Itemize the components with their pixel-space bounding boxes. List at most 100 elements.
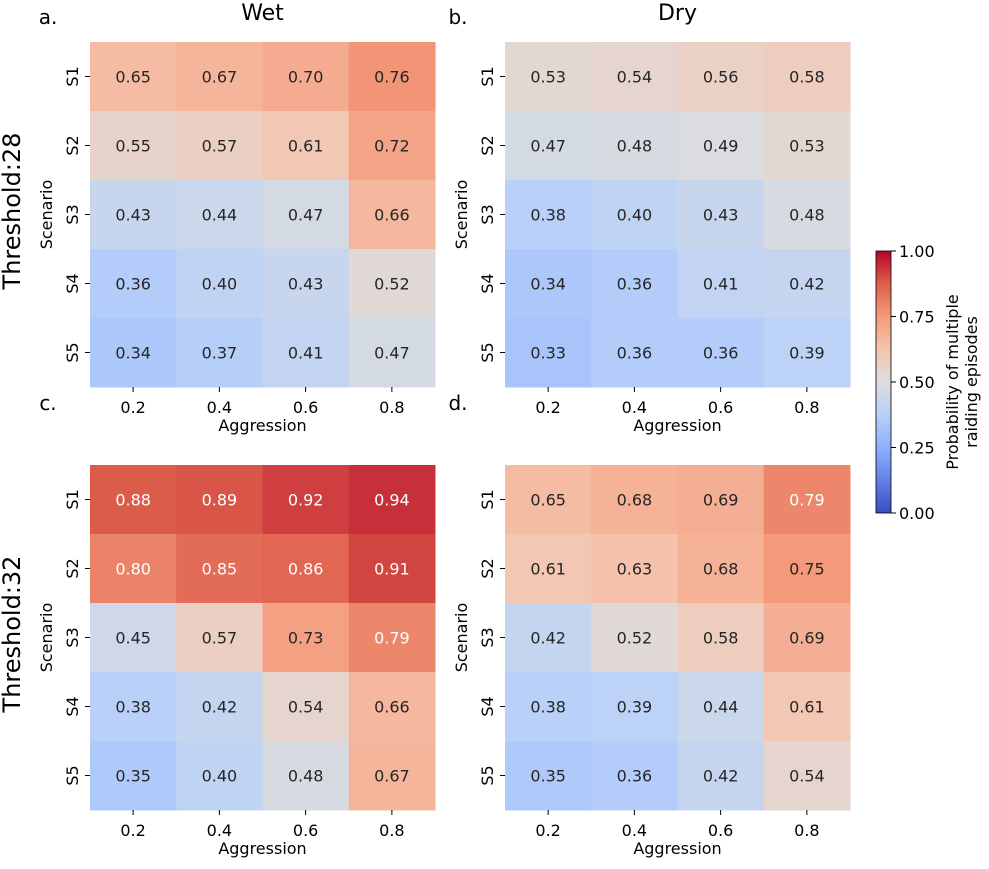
heatmap-cell: [90, 465, 177, 535]
y-axis-label: Scenario: [37, 180, 56, 250]
cell-value-label: 0.57: [202, 137, 238, 156]
cell-value-label: 0.43: [703, 206, 739, 225]
heatmap-cell: [763, 42, 851, 112]
cell-value-label: 0.54: [288, 698, 324, 717]
cell-value-label: 0.73: [288, 629, 324, 648]
cell-value-label: 0.42: [530, 629, 566, 648]
heatmap-cell: [505, 603, 592, 673]
cell-value-label: 0.41: [703, 275, 739, 294]
y-tick-label: S3: [478, 204, 497, 224]
cell-value-label: 0.75: [789, 560, 825, 579]
panel-label: d.: [448, 391, 467, 415]
cell-value-label: 0.41: [288, 344, 324, 363]
cell-value-label: 0.68: [617, 491, 653, 510]
heatmap-cell: [505, 111, 592, 181]
y-tick-label: S2: [478, 135, 497, 155]
heatmap-cell: [348, 318, 436, 388]
heatmap-cell: [262, 111, 350, 181]
heatmap-cell: [348, 603, 436, 673]
heatmap-cell: [262, 741, 350, 811]
x-tick-label: 0.6: [293, 821, 318, 840]
colorbar-tick-label: 1.00: [899, 242, 935, 261]
colorbar-tick-label: 0.00: [899, 504, 935, 523]
colorbar-gradient: [875, 250, 892, 514]
cell-value-label: 0.89: [202, 491, 238, 510]
heatmap-cell: [90, 741, 177, 811]
cell-value-label: 0.54: [617, 68, 653, 87]
y-tick-label: S4: [63, 696, 82, 716]
cell-value-label: 0.37: [202, 344, 238, 363]
heatmap-cell: [677, 42, 765, 112]
y-tick-label: S1: [63, 66, 82, 86]
x-tick-label: 0.8: [379, 398, 404, 417]
y-tick-label: S2: [63, 135, 82, 155]
cell-value-label: 0.92: [288, 491, 324, 510]
cell-value-label: 0.52: [374, 275, 410, 294]
heatmap-cell: [763, 318, 851, 388]
heatmap-cell: [176, 603, 263, 673]
heatmap-cell: [763, 465, 851, 535]
cell-value-label: 0.48: [288, 767, 324, 786]
cell-value-label: 0.58: [703, 629, 739, 648]
heatmap-cell: [348, 111, 436, 181]
colorbar-tick-label: 0.50: [899, 373, 935, 392]
y-tick-label: S5: [478, 342, 497, 362]
heatmap-cell: [505, 741, 592, 811]
heatmap-cell: [262, 42, 350, 112]
y-tick-label: S5: [63, 342, 82, 362]
heatmap-cell: [90, 603, 177, 673]
x-tick-label: 0.4: [622, 398, 647, 417]
y-axis-label: Scenario: [452, 603, 471, 673]
heatmap-cell: [763, 534, 851, 604]
heatmap-cell: [176, 111, 263, 181]
heatmap-cell: [348, 249, 436, 319]
cell-value-label: 0.61: [288, 137, 324, 156]
x-tick-label: 0.2: [120, 821, 145, 840]
colorbar-label-line-1: Probability of multiple: [943, 294, 962, 470]
heatmap-cell: [505, 180, 592, 250]
heatmap-cell: [176, 672, 263, 742]
heatmap-cell: [90, 318, 177, 388]
cell-value-label: 0.69: [789, 629, 825, 648]
heatmap-cell: [505, 672, 592, 742]
y-tick-label: S2: [478, 558, 497, 578]
heatmap-cell: [348, 465, 436, 535]
cell-value-label: 0.86: [288, 560, 324, 579]
heatmap-cell: [677, 249, 765, 319]
cell-value-label: 0.56: [703, 68, 739, 87]
cell-value-label: 0.36: [617, 767, 653, 786]
heatmap-cell: [176, 534, 263, 604]
cell-value-label: 0.72: [374, 137, 410, 156]
heatmap-cell: [348, 672, 436, 742]
heatmap-cell: [591, 318, 678, 388]
cell-value-label: 0.38: [530, 206, 566, 225]
heatmap-cell: [505, 534, 592, 604]
cell-value-label: 0.76: [374, 68, 410, 87]
panel-c: 0.88 0.89 0.92 0.94 0.80 0.85 0.86 0.91 0.45 0.57…: [37, 391, 436, 858]
y-axis-label: Scenario: [452, 180, 471, 250]
cell-value-label: 0.48: [789, 206, 825, 225]
heatmap-cell: [90, 249, 177, 319]
heatmap-cell: [90, 42, 177, 112]
cell-value-label: 0.52: [617, 629, 653, 648]
y-tick-label: S4: [63, 273, 82, 293]
heatmap-cell: [677, 465, 765, 535]
cell-value-label: 0.67: [202, 68, 238, 87]
cell-value-label: 0.47: [530, 137, 566, 156]
y-tick-label: S1: [478, 66, 497, 86]
heatmap-cell: [763, 111, 851, 181]
heatmap-cell: [677, 672, 765, 742]
heatmap-cell: [763, 249, 851, 319]
cell-value-label: 0.63: [617, 560, 653, 579]
panel-label: a.: [39, 5, 58, 29]
heatmap-cell: [90, 534, 177, 604]
heatmap-cell: [262, 180, 350, 250]
cell-value-label: 0.80: [115, 560, 151, 579]
heatmap-cell: [505, 249, 592, 319]
x-tick-label: 0.4: [622, 821, 647, 840]
cell-value-label: 0.88: [115, 491, 151, 510]
heatmap-cell: [176, 465, 263, 535]
x-axis-label: Aggression: [218, 839, 306, 858]
cell-value-label: 0.79: [789, 491, 825, 510]
heatmap-cell: [90, 672, 177, 742]
